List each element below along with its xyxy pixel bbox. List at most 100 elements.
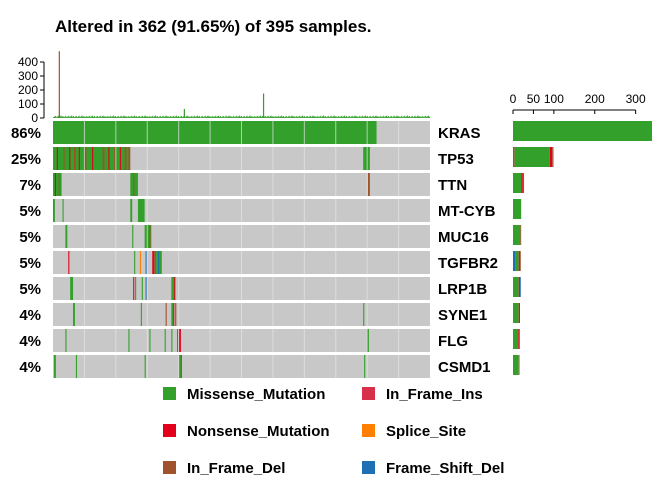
- top-bar-sample: [376, 116, 378, 118]
- top-bar-sample: [409, 117, 411, 118]
- legend-swatch: [163, 461, 176, 474]
- top-bar-sample: [57, 115, 59, 118]
- mutation-cell: [144, 225, 152, 248]
- legend-label: In_Frame_Ins: [386, 386, 483, 403]
- top-bar-sample: [205, 116, 207, 118]
- top-bar-sample: [184, 116, 186, 118]
- top-bar-sample: [161, 116, 163, 118]
- top-bar-sample: [269, 116, 271, 118]
- side-bar-segment: [513, 251, 516, 271]
- top-bar-sample: [187, 116, 189, 118]
- top-bar-sample: [123, 115, 125, 118]
- mutation-cell: [363, 147, 370, 170]
- top-bar-sample: [304, 116, 305, 118]
- side-bar-segment: [518, 303, 520, 323]
- legend-label: In_Frame_Del: [187, 460, 285, 477]
- top-bar-sample: [388, 117, 390, 118]
- top-bar-sample: [317, 115, 319, 118]
- top-bar-sample: [90, 116, 92, 118]
- gene-name-label: TP53: [438, 151, 474, 168]
- top-bar-sample: [146, 116, 148, 118]
- top-bar-tick-label: 300: [18, 69, 38, 83]
- top-bar-sample: [342, 116, 344, 118]
- top-bar-sample: [145, 116, 147, 118]
- gene-name-label: FLG: [438, 333, 468, 350]
- top-bar-sample: [191, 115, 193, 118]
- top-bar-sample: [348, 115, 350, 118]
- top-bar-sample: [230, 116, 232, 118]
- top-bar-sample: [112, 116, 114, 118]
- top-bar-sample: [244, 117, 246, 118]
- top-bar-sample: [231, 117, 233, 118]
- mutation-cell: [171, 303, 174, 326]
- top-bar-sample: [364, 116, 366, 118]
- top-bar-sample: [54, 115, 56, 118]
- top-bar-sample: [281, 115, 283, 118]
- mutation-cell: [108, 147, 110, 170]
- top-bar-sample: [133, 116, 135, 118]
- top-bar-sample: [393, 115, 395, 118]
- top-bar-sample: [311, 116, 313, 118]
- top-bar-sample: [316, 116, 318, 118]
- top-bar-sample: [268, 116, 270, 118]
- top-bar-sample: [160, 117, 162, 118]
- top-bar-sample: [195, 116, 197, 118]
- top-bar-sample: [181, 117, 183, 118]
- top-bar-sample: [104, 116, 106, 118]
- top-bar-sample: [362, 115, 364, 118]
- top-bar-sample: [262, 116, 263, 118]
- side-bar-segment: [518, 277, 520, 297]
- mutation-cell: [62, 199, 64, 222]
- top-bar-sample: [273, 117, 275, 118]
- mutation-matrix: [53, 121, 430, 378]
- top-bar-sample: [193, 116, 195, 118]
- top-bar-sample: [207, 115, 209, 118]
- mutation-cell: [149, 329, 151, 352]
- side-bar-tick-label: 100: [544, 92, 564, 106]
- mutation-cell: [54, 173, 57, 196]
- top-bar-sample: [167, 116, 169, 118]
- top-bar-sample: [105, 117, 107, 118]
- top-bar-sample: [328, 117, 330, 118]
- top-bar-sample: [403, 116, 405, 118]
- top-bar-sample: [78, 115, 80, 118]
- top-bar-sample: [173, 115, 175, 118]
- mutation-cell: [178, 355, 182, 378]
- side-bar-segment: [513, 147, 515, 167]
- mutation-cell: [53, 173, 62, 196]
- mutation-cell: [367, 173, 370, 196]
- legend-swatch: [362, 424, 375, 437]
- top-bar-sample: [280, 116, 282, 118]
- top-bar-sample: [216, 116, 218, 118]
- top-bar-sample: [307, 117, 309, 118]
- legend-label: Splice_Site: [386, 423, 466, 440]
- top-bar-sample: [200, 116, 202, 118]
- gene-name-label: SYNE1: [438, 307, 487, 324]
- top-bar-sample: [425, 115, 427, 118]
- top-bar-sample: [283, 117, 285, 118]
- top-bar-sample: [59, 116, 61, 118]
- side-bar-segment: [514, 147, 550, 167]
- top-bar-sample: [68, 115, 70, 118]
- top-bar-sample: [303, 116, 305, 118]
- mutation-cell: [102, 147, 105, 170]
- top-bar-sample: [305, 116, 307, 118]
- top-bar-sample: [73, 116, 74, 118]
- top-bar-sample: [396, 115, 398, 118]
- top-bar-sample: [215, 115, 217, 118]
- side-barplot: 0 50 100 200 300: [510, 92, 652, 375]
- top-bar-sample: [263, 116, 265, 118]
- top-bar-sample: [74, 116, 76, 118]
- mutation-cell: [73, 303, 75, 326]
- top-bar-sample: [136, 116, 137, 118]
- top-bar-sample: [346, 116, 347, 118]
- legend-swatch: [163, 424, 176, 437]
- top-bar-sample: [103, 116, 105, 118]
- gene-percent-label: 5%: [19, 229, 41, 246]
- mutation-cell: [133, 277, 135, 300]
- top-bar-sample: [84, 117, 86, 118]
- top-bar-sample: [429, 116, 430, 118]
- top-bar-sample: [147, 117, 149, 118]
- top-bar-sample: [384, 116, 386, 118]
